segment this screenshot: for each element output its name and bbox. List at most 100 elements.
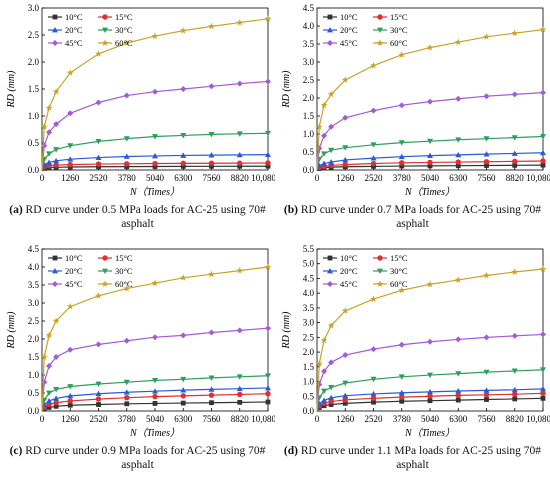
data-point <box>265 78 271 85</box>
data-point <box>96 164 101 170</box>
data-point <box>370 390 377 397</box>
legend-label: 30°C <box>390 25 408 35</box>
data-point <box>67 402 73 408</box>
data-point <box>265 399 271 405</box>
y-tick-label: 3.5 <box>303 39 315 49</box>
legend-marker <box>101 39 109 46</box>
series-30c <box>41 130 271 171</box>
data-point <box>427 138 433 145</box>
y-tick-label: 2.5 <box>28 30 40 40</box>
data-point <box>454 38 462 46</box>
x-axis-label: N（Times） <box>404 186 455 198</box>
series-line <box>41 327 269 412</box>
x-tick-label: 0 <box>315 414 320 424</box>
y-tick-label: 1.0 <box>303 129 315 139</box>
data-point <box>152 401 158 406</box>
data-point <box>483 33 490 40</box>
data-point <box>511 135 518 141</box>
y-axis-label: RD (mm) <box>281 311 292 350</box>
y-tick-label: 3.0 <box>28 3 40 13</box>
series-15c <box>41 391 271 412</box>
data-point <box>124 401 130 407</box>
data-point <box>208 270 215 278</box>
data-point <box>455 137 462 143</box>
caption-text: RD curve under 0.7 MPa loads for AC-25 u… <box>297 204 542 230</box>
x-axis-label: N（Times） <box>404 427 455 439</box>
legend-marker <box>52 27 58 33</box>
data-point <box>484 397 489 402</box>
legend-label: 10°C <box>65 12 83 22</box>
data-point <box>427 398 433 404</box>
data-point <box>95 99 102 106</box>
data-point <box>455 95 462 102</box>
data-point <box>236 267 244 274</box>
data-point <box>540 162 546 168</box>
x-tick-label: 7560 <box>478 173 497 183</box>
data-point <box>46 397 53 404</box>
y-tick-label: 0.5 <box>28 138 40 148</box>
series-line <box>316 333 544 412</box>
data-point <box>342 380 349 387</box>
data-point <box>95 390 102 397</box>
data-point <box>152 334 158 341</box>
legend-marker <box>377 27 383 33</box>
y-tick-label: 1.0 <box>28 370 40 380</box>
data-point <box>46 159 53 165</box>
data-point <box>208 131 215 138</box>
data-point <box>209 163 214 169</box>
data-point <box>370 295 377 302</box>
x-tick-label: 7560 <box>478 414 497 424</box>
data-point <box>264 15 272 22</box>
x-tick-label: 0 <box>40 414 45 424</box>
chart-d: 0.0 0.5 1.0 1.5 2.0 2.5 3.0 3.5 4.0 4.5 5.0 5.5 0 126… <box>281 244 550 439</box>
legend-marker <box>377 14 383 20</box>
data-point <box>540 395 546 401</box>
data-point <box>45 331 53 339</box>
data-point <box>123 379 130 386</box>
series-line <box>316 268 544 412</box>
data-point <box>123 136 130 142</box>
data-point <box>123 39 131 47</box>
data-point <box>511 150 518 156</box>
data-point <box>180 86 187 92</box>
caption-text: RD curve under 1.1 MPa loads for AC-25 u… <box>297 445 542 471</box>
x-tick-label: 8820 <box>506 414 525 424</box>
data-point <box>427 98 433 105</box>
data-point <box>152 393 158 400</box>
legend-label: 10°C <box>340 253 358 263</box>
series-45c <box>316 89 546 171</box>
x-tick-label: 10,080 <box>526 414 550 424</box>
caption-tag: (b) <box>283 204 298 216</box>
data-point <box>427 163 433 169</box>
data-point <box>236 151 243 158</box>
data-point <box>342 161 348 168</box>
data-point <box>399 394 405 400</box>
x-tick-label: 7560 <box>203 173 222 183</box>
x-tick-label: 7560 <box>203 414 222 424</box>
y-tick-label: 3.0 <box>28 298 40 308</box>
data-point <box>398 140 405 146</box>
data-point <box>123 153 130 159</box>
legend-label: 15°C <box>115 253 133 263</box>
data-point <box>511 332 518 339</box>
y-tick-label: 4.5 <box>303 273 315 283</box>
data-point <box>180 376 187 383</box>
data-point <box>370 107 377 114</box>
legend-label: 20°C <box>65 266 83 276</box>
series-line <box>41 266 269 412</box>
data-point <box>208 83 215 90</box>
data-point <box>46 405 52 410</box>
y-tick-label: 2.0 <box>28 57 40 67</box>
data-point <box>370 62 377 69</box>
data-point <box>66 303 74 310</box>
legend-marker <box>377 268 383 274</box>
data-point <box>427 152 433 158</box>
data-point <box>483 271 490 279</box>
legend-label: 10°C <box>65 253 83 263</box>
x-axis-label: N（Times） <box>129 186 180 198</box>
data-point <box>342 156 349 163</box>
data-point <box>95 341 102 348</box>
legend-label: 15°C <box>390 253 408 263</box>
y-tick-label: 5.5 <box>303 244 315 254</box>
data-point <box>152 378 158 384</box>
